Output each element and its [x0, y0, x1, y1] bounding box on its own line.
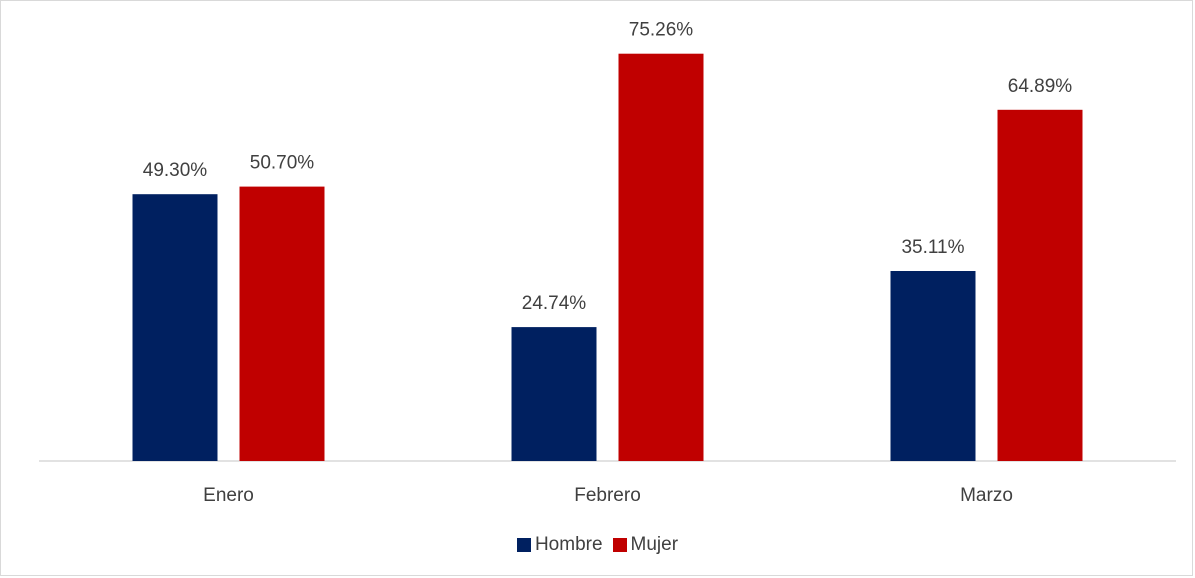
legend: Hombre Mujer: [1, 534, 1194, 556]
legend-label-hombre: Hombre: [534, 534, 603, 555]
bar-mujer-marzo: [997, 109, 1083, 462]
data-label-hombre-enero: 49.30%: [143, 160, 208, 181]
legend-item-mujer: Mujer: [612, 534, 679, 556]
category-ticks-group: Enero Febrero Marzo: [203, 485, 1013, 506]
bars-group: [132, 53, 1083, 462]
x-tick-label-marzo: Marzo: [960, 485, 1013, 506]
data-label-mujer-enero: 50.70%: [250, 153, 315, 174]
x-tick-label-febrero: Febrero: [574, 485, 641, 506]
bar-hombre-enero: [132, 194, 218, 461]
data-label-hombre-marzo: 35.11%: [901, 237, 964, 258]
x-tick-label-enero: Enero: [203, 485, 254, 506]
bar-mujer-febrero: [618, 53, 704, 461]
bar-hombre-marzo: [890, 271, 976, 461]
data-label-mujer-febrero: 75.26%: [629, 20, 694, 41]
legend-swatch-hombre: [516, 538, 531, 552]
legend-swatch-mujer: [612, 538, 627, 552]
bar-chart: 49.30% 50.70% 24.74% 75.26% 35.11% 64.89% Ene…: [39, 20, 1176, 506]
bar-mujer-enero: [239, 186, 325, 461]
legend-item-hombre: Hombre: [516, 534, 603, 556]
data-labels-group: 49.30% 50.70% 24.74% 75.26% 35.11% 64.89%: [143, 20, 1073, 314]
data-label-mujer-marzo: 64.89%: [1008, 76, 1073, 97]
bar-hombre-febrero: [511, 327, 597, 461]
legend-label-mujer: Mujer: [630, 534, 679, 555]
data-label-hombre-febrero: 24.74%: [522, 293, 587, 314]
